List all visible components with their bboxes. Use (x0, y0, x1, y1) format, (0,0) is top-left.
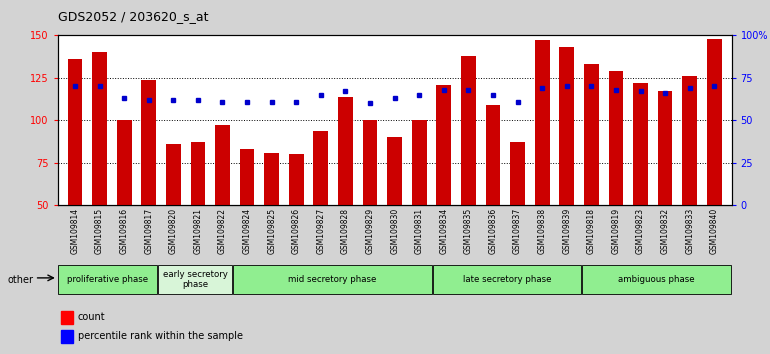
Text: GSM109823: GSM109823 (636, 208, 645, 255)
Bar (486, 105, 500, 205)
Bar (658, 91, 672, 205)
Bar (142, 80, 156, 205)
Text: GSM109836: GSM109836 (488, 208, 497, 255)
Text: GSM109832: GSM109832 (661, 208, 670, 255)
Text: GSM109821: GSM109821 (193, 208, 203, 254)
Text: GSM109816: GSM109816 (119, 208, 129, 255)
Text: GSM109826: GSM109826 (292, 208, 301, 255)
Bar (239, 149, 254, 205)
Bar (461, 56, 476, 205)
Text: ambiguous phase: ambiguous phase (618, 275, 695, 284)
Bar (535, 40, 550, 205)
Bar (289, 154, 303, 205)
Text: GSM109817: GSM109817 (144, 208, 153, 255)
Text: other: other (8, 275, 34, 285)
Bar (582, 266, 731, 294)
Text: late secretory phase: late secretory phase (463, 275, 551, 284)
Text: proliferative phase: proliferative phase (67, 275, 148, 284)
Bar (264, 153, 279, 205)
Bar (313, 131, 328, 205)
Text: GSM109820: GSM109820 (169, 208, 178, 255)
Text: percentile rank within the sample: percentile rank within the sample (78, 331, 243, 341)
Bar (68, 59, 82, 205)
Bar (61, 311, 73, 324)
Text: GSM109818: GSM109818 (587, 208, 596, 254)
Text: GSM109828: GSM109828 (341, 208, 350, 254)
Bar (166, 144, 181, 205)
Bar (412, 120, 427, 205)
Text: GSM109825: GSM109825 (267, 208, 276, 255)
Text: GSM109831: GSM109831 (415, 208, 424, 255)
Text: GSM109829: GSM109829 (366, 208, 374, 255)
Bar (363, 120, 377, 205)
Bar (437, 85, 451, 205)
Bar (117, 120, 132, 205)
Text: GSM109815: GSM109815 (95, 208, 104, 255)
Bar (61, 330, 73, 343)
Bar (387, 137, 402, 205)
Bar (559, 47, 574, 205)
Text: GSM109840: GSM109840 (710, 208, 718, 255)
Bar (233, 266, 431, 294)
Bar (707, 39, 721, 205)
Bar (190, 142, 206, 205)
Text: GSM109830: GSM109830 (390, 208, 399, 255)
Bar (584, 64, 599, 205)
Bar (215, 125, 230, 205)
Text: GDS2052 / 203620_s_at: GDS2052 / 203620_s_at (58, 10, 208, 23)
Text: count: count (78, 312, 105, 322)
Text: GSM109819: GSM109819 (611, 208, 621, 255)
Bar (682, 76, 697, 205)
Bar (511, 142, 525, 205)
Text: GSM109838: GSM109838 (537, 208, 547, 255)
Bar (158, 266, 232, 294)
Bar (633, 83, 648, 205)
Text: GSM109837: GSM109837 (513, 208, 522, 255)
Bar (59, 266, 157, 294)
Text: GSM109824: GSM109824 (243, 208, 252, 255)
Text: mid secretory phase: mid secretory phase (288, 275, 377, 284)
Bar (338, 97, 353, 205)
Text: early secretory
phase: early secretory phase (162, 270, 227, 289)
Text: GSM109835: GSM109835 (464, 208, 473, 255)
Bar (92, 52, 107, 205)
Text: GSM109833: GSM109833 (685, 208, 695, 255)
Text: GSM109822: GSM109822 (218, 208, 227, 254)
Text: GSM109814: GSM109814 (71, 208, 79, 255)
Bar (608, 71, 623, 205)
Bar (433, 266, 581, 294)
Text: GSM109834: GSM109834 (440, 208, 448, 255)
Text: GSM109827: GSM109827 (316, 208, 326, 255)
Text: GSM109839: GSM109839 (562, 208, 571, 255)
